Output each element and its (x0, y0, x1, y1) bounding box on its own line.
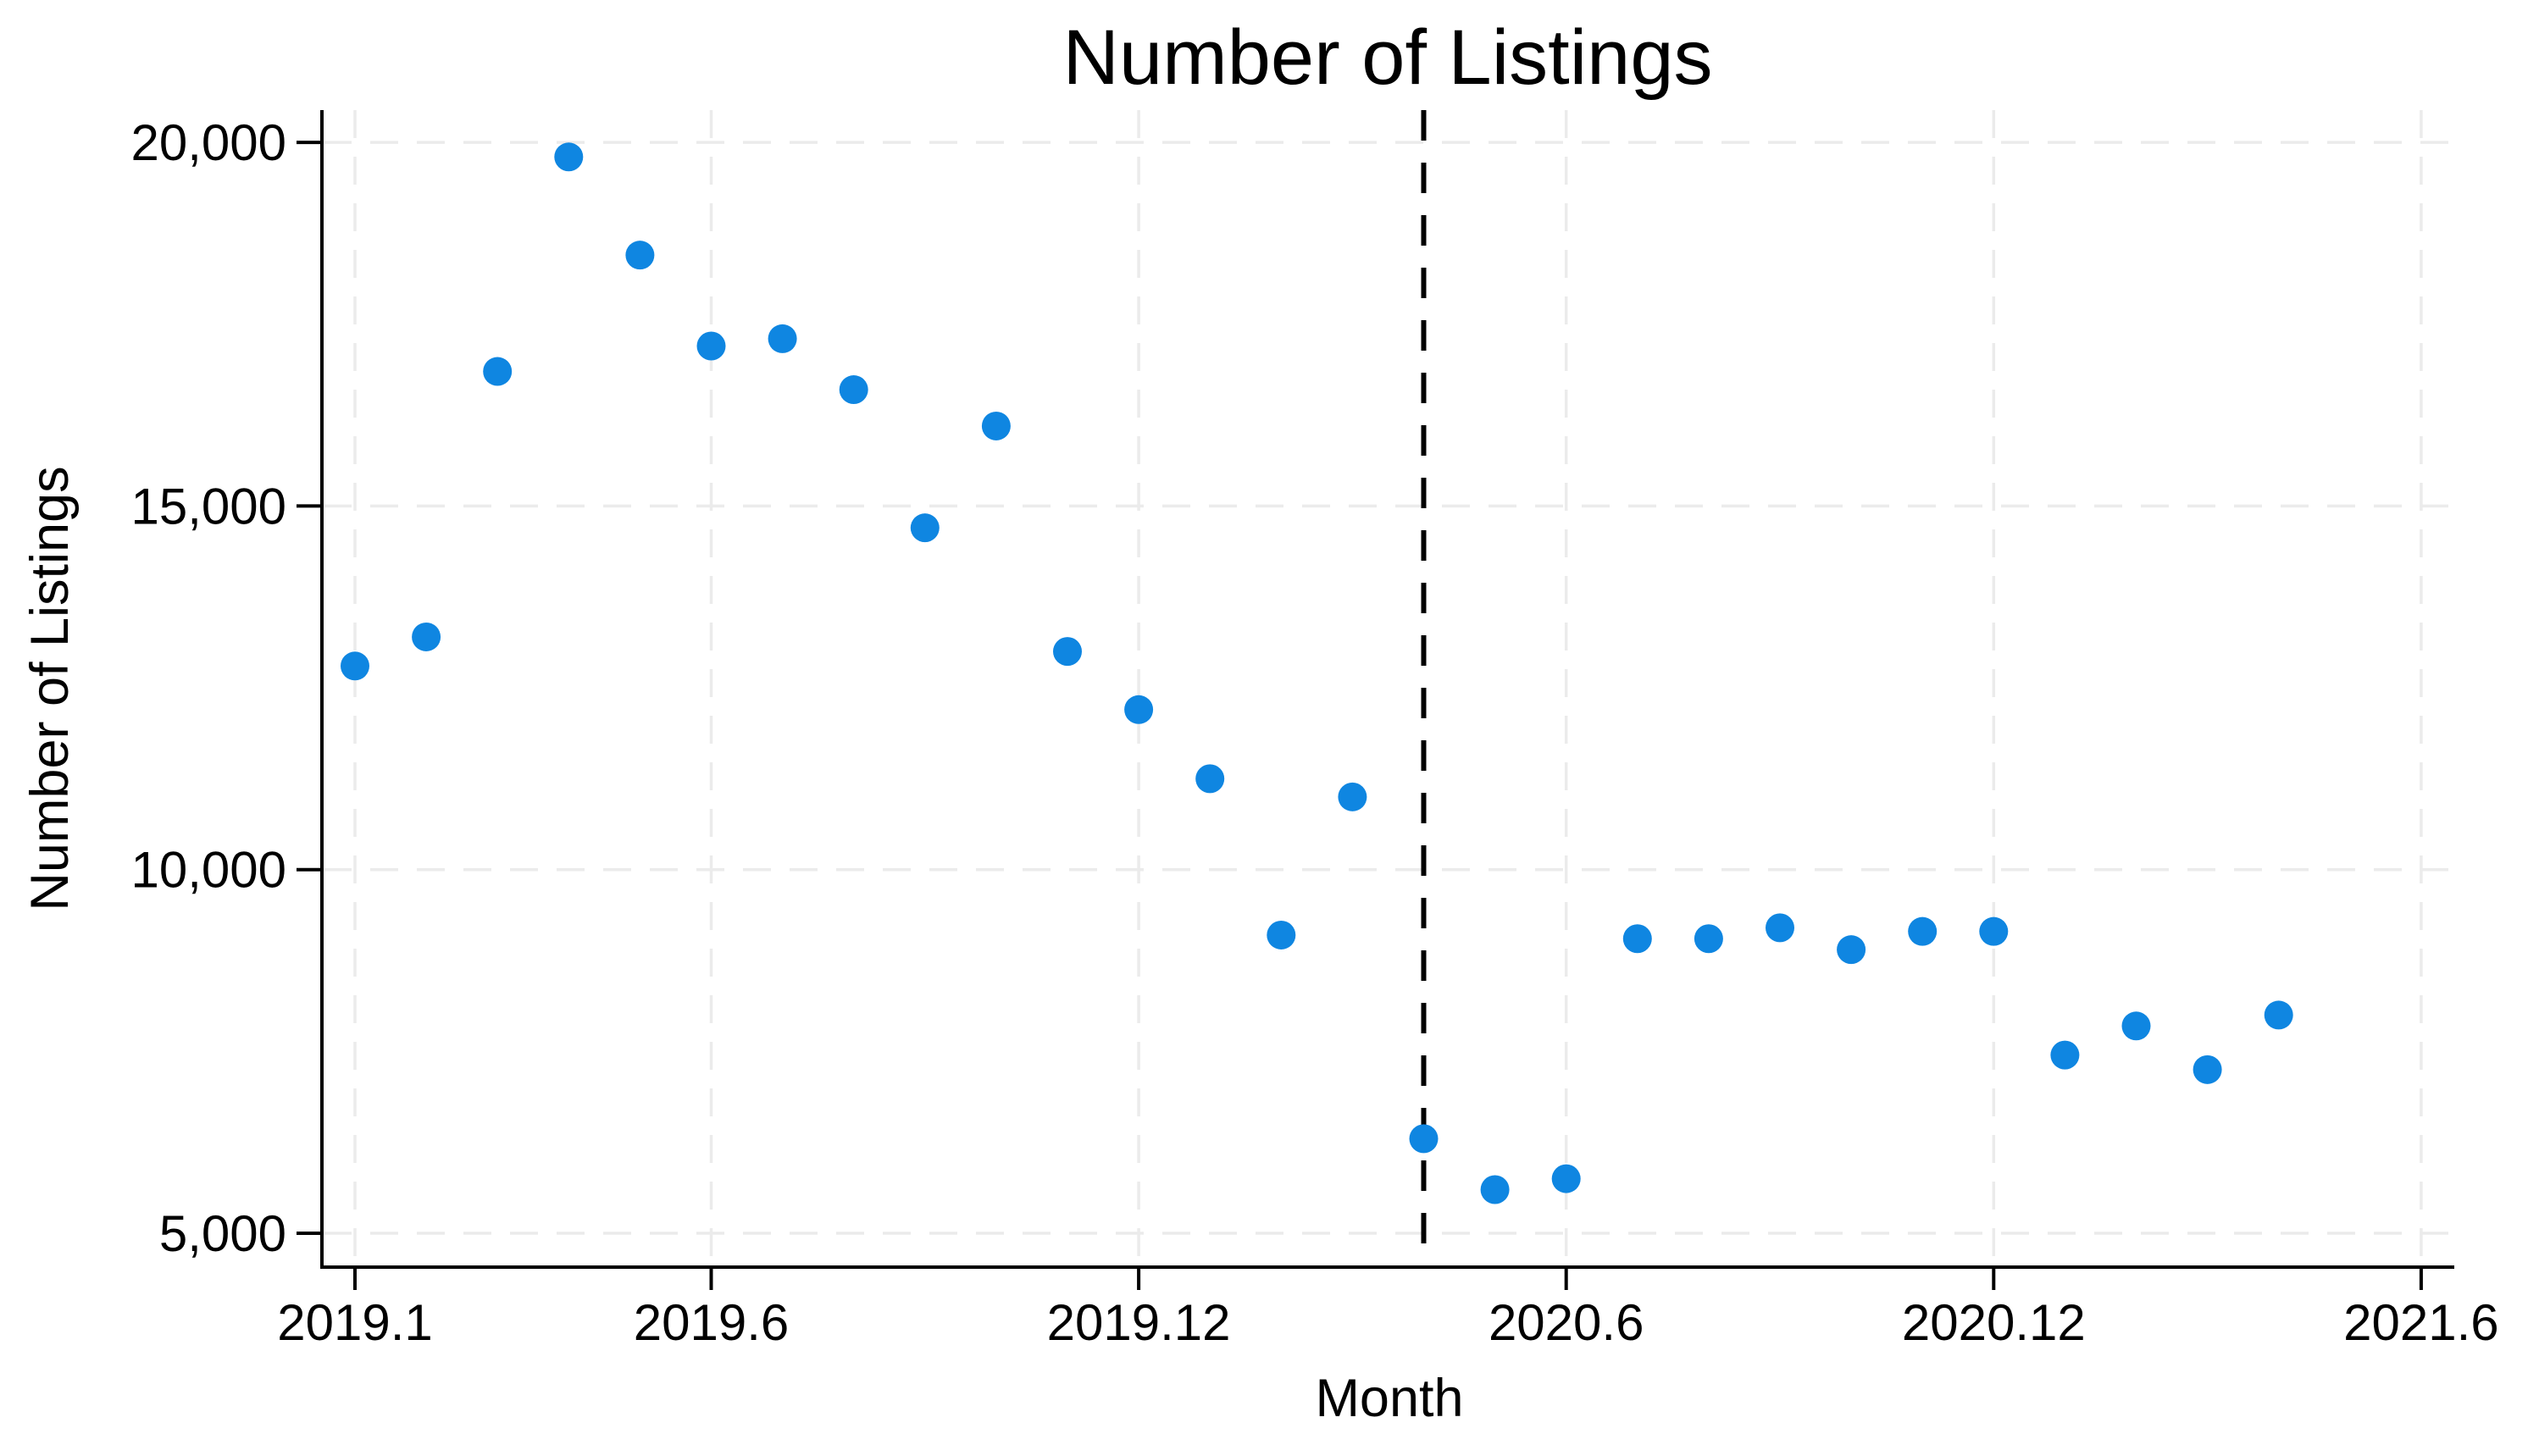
data-point (1053, 637, 1082, 667)
data-point (1480, 1175, 1510, 1204)
data-point (1908, 916, 1938, 946)
data-point (341, 651, 369, 681)
data-point (1195, 764, 1225, 794)
data-point (1409, 1124, 1439, 1154)
axis-spines (320, 110, 2454, 1269)
data-point (554, 142, 584, 172)
data-point (910, 513, 940, 543)
y-tick-label: 5,000 (159, 1205, 286, 1262)
data-point (1267, 920, 1296, 949)
data-point (981, 411, 1011, 440)
x-tick-label: 2021.6 (2343, 1294, 2499, 1351)
x-tick-label: 2020.12 (1902, 1294, 2086, 1351)
data-point (2264, 1000, 2293, 1030)
data-point (1338, 782, 1367, 811)
y-axis-title: Number of Listings (20, 466, 80, 911)
data-point (2121, 1011, 2151, 1041)
x-axis-title: Month (1315, 1369, 1463, 1428)
data-point (1766, 913, 1794, 943)
data-point (696, 331, 726, 361)
data-point (768, 324, 797, 353)
data-point (2193, 1055, 2222, 1084)
chart-title: Number of Listings (1063, 14, 1713, 101)
y-tick-label: 15,000 (130, 478, 286, 534)
x-tick-label: 2019.1 (277, 1294, 433, 1351)
data-point (2050, 1040, 2080, 1070)
data-point (1124, 695, 1154, 724)
data-point (1551, 1164, 1581, 1193)
axis-ticks (297, 141, 2423, 1290)
x-tick-label: 2019.6 (634, 1294, 790, 1351)
gridlines (324, 110, 2454, 1265)
data-point (1837, 935, 1866, 965)
x-tick-label: 2019.12 (1047, 1294, 1231, 1351)
y-tick-label: 20,000 (130, 114, 286, 171)
data-point (1694, 924, 1723, 954)
data-points (341, 142, 2293, 1204)
y-tick-label: 10,000 (130, 842, 286, 899)
data-point (1979, 916, 2009, 946)
data-point (1622, 924, 1652, 954)
data-point (483, 357, 513, 386)
x-tick-label: 2020.6 (1489, 1294, 1644, 1351)
data-point (625, 241, 655, 270)
data-point (839, 375, 868, 405)
axis-tick-labels: 5,000 10,000 15,000 20,000 2019.1 2019.6 2019.… (130, 114, 2498, 1351)
data-point (412, 622, 441, 651)
